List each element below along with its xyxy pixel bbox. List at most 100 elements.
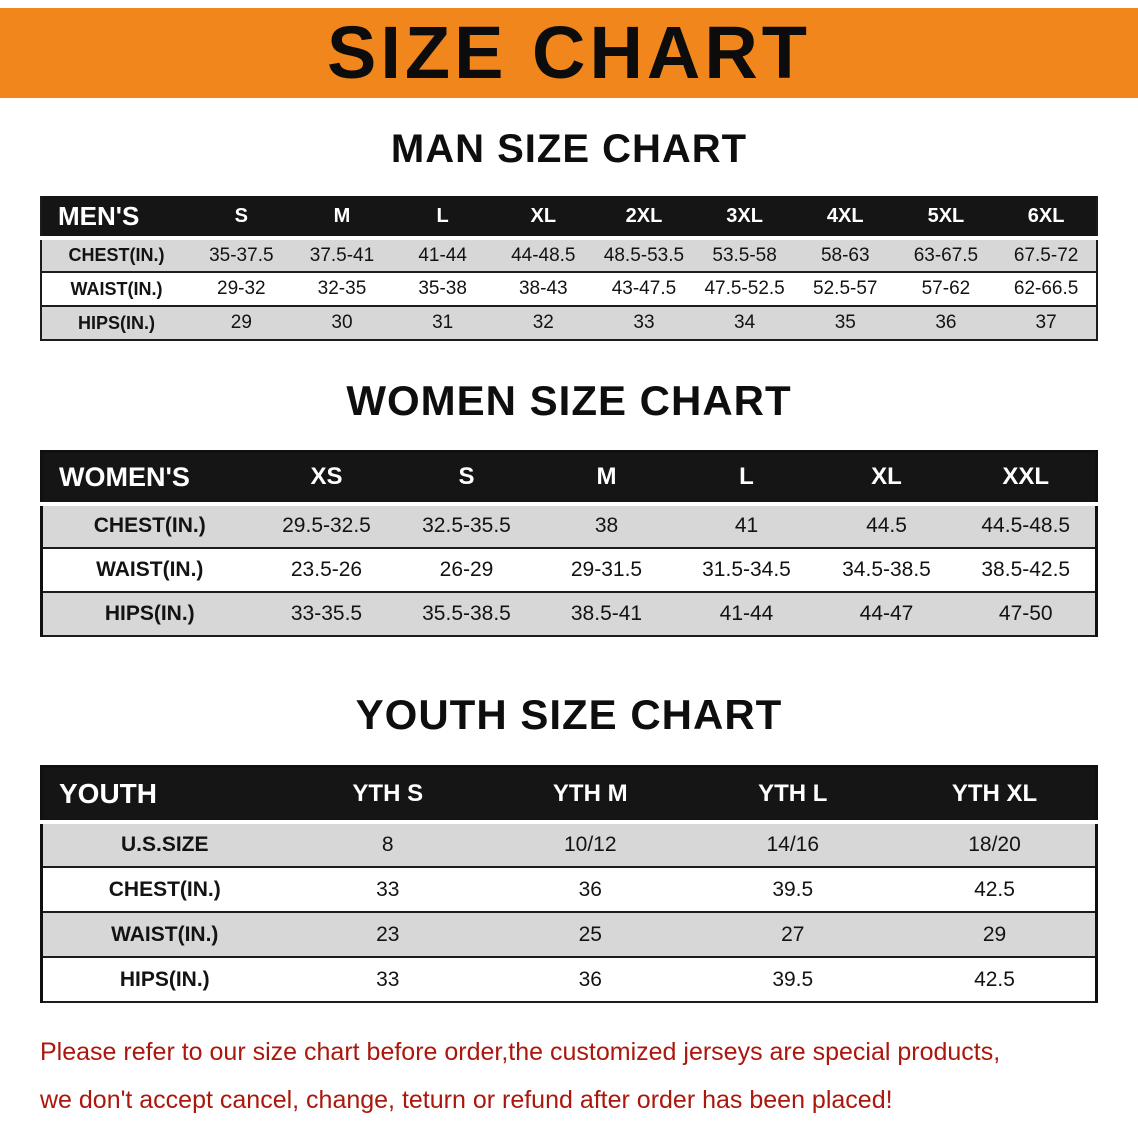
size-value-cell: 23 (286, 911, 489, 957)
size-value-cell: 8 (286, 821, 489, 867)
measurement-row: CHEST(IN.) 33 36 39.5 42.5 (41, 866, 1097, 912)
table-group-label: MEN'S (41, 196, 191, 240)
size-value-cell: 33 (593, 305, 695, 340)
measurement-row: CHEST(IN.) 35-37.5 37.5-41 41-44 44-48.5 48.5… (41, 237, 1097, 272)
size-value-cell: 35 (794, 305, 896, 340)
youth-section: YOUTH SIZE CHART YOUTH YTH S YTH M YTH L YTH… (0, 690, 1138, 1003)
measurement-row: CHEST(IN.) 29.5-32.5 32.5-35.5 38 41 44.5 44.5… (41, 502, 1097, 548)
size-value-cell: 33 (286, 956, 489, 1002)
row-label: HIPS(IN.) (41, 956, 287, 1002)
size-value-cell: 29.5-32.5 (256, 502, 397, 548)
row-label: HIPS(IN.) (41, 590, 257, 636)
row-label: U.S.SIZE (41, 821, 287, 867)
size-value-cell: 38-43 (492, 271, 594, 306)
size-column-header: S (396, 451, 537, 506)
measurement-row: WAIST(IN.) 23 25 27 29 (41, 911, 1097, 957)
size-value-cell: 25 (489, 911, 692, 957)
measurement-row: U.S.SIZE 8 10/12 14/16 18/20 (41, 821, 1097, 867)
size-column-header: 6XL (996, 196, 1097, 240)
size-value-cell: 44-47 (816, 590, 957, 636)
measurement-row: WAIST(IN.) 29-32 32-35 35-38 38-43 43-47.5 47.… (41, 271, 1097, 306)
row-label: CHEST(IN.) (41, 502, 257, 548)
table-group-label: WOMEN'S (41, 451, 257, 506)
size-chart-page: SIZE CHART MAN SIZE CHART MEN'S S M L XL 2XL 3… (0, 8, 1138, 1124)
size-column-header: YTH M (489, 766, 692, 824)
size-value-cell: 47-50 (956, 590, 1097, 636)
row-label: WAIST(IN.) (41, 546, 257, 592)
size-value-cell: 10/12 (489, 821, 692, 867)
women-size-table: WOMEN'S XS S M L XL XXL CHEST(IN.) 29.5-32.5 32.5… (40, 450, 1098, 637)
men-section: MAN SIZE CHART MEN'S S M L XL 2XL 3XL 4XL 5XL 6XL… (0, 127, 1138, 341)
size-value-cell: 48.5-53.5 (593, 237, 695, 272)
size-value-cell: 35-38 (392, 271, 493, 306)
size-value-cell: 26-29 (396, 546, 537, 592)
size-column-header: YTH S (286, 766, 489, 824)
size-value-cell: 36 (895, 305, 997, 340)
size-value-cell: 63-67.5 (895, 237, 997, 272)
size-value-cell: 67.5-72 (996, 237, 1097, 272)
size-value-cell: 29-31.5 (536, 546, 677, 592)
size-value-cell: 23.5-26 (256, 546, 397, 592)
size-value-cell: 37.5-41 (291, 237, 393, 272)
size-value-cell: 39.5 (691, 956, 894, 1002)
size-column-header: XL (492, 196, 594, 240)
size-column-header: XXL (956, 451, 1097, 506)
size-column-header: L (676, 451, 817, 506)
size-value-cell: 41-44 (392, 237, 493, 272)
measurement-row: HIPS(IN.) 29 30 31 32 33 34 35 36 37 (41, 305, 1097, 340)
size-value-cell: 57-62 (895, 271, 997, 306)
size-value-cell: 52.5-57 (794, 271, 896, 306)
size-value-cell: 14/16 (691, 821, 894, 867)
row-label: HIPS(IN.) (41, 305, 191, 340)
size-value-cell: 38 (536, 502, 677, 548)
size-value-cell: 34.5-38.5 (816, 546, 957, 592)
men-size-table: MEN'S S M L XL 2XL 3XL 4XL 5XL 6XL CHEST(IN.) 35-37… (40, 196, 1098, 341)
youth-section-heading: YOUTH SIZE CHART (355, 690, 783, 738)
size-value-cell: 44.5-48.5 (956, 502, 1097, 548)
size-value-cell: 30 (291, 305, 393, 340)
table-group-label: YOUTH (41, 766, 287, 824)
size-column-header: XS (256, 451, 397, 506)
size-value-cell: 27 (691, 911, 894, 957)
size-column-header: M (291, 196, 393, 240)
size-value-cell: 58-63 (794, 237, 896, 272)
size-value-cell: 29 (191, 305, 292, 340)
size-column-header: 5XL (895, 196, 997, 240)
header-row: MEN'S S M L XL 2XL 3XL 4XL 5XL 6XL (41, 196, 1097, 240)
youth-size-table: YOUTH YTH S YTH M YTH L YTH XL U.S.SIZE 8 10/12… (40, 764, 1098, 1003)
men-section-heading: MAN SIZE CHART (390, 127, 748, 171)
row-label: WAIST(IN.) (41, 911, 287, 957)
measurement-row: WAIST(IN.) 23.5-26 26-29 29-31.5 31.5-34.5 34… (41, 546, 1097, 592)
size-value-cell: 37 (996, 305, 1097, 340)
size-column-header: S (191, 196, 292, 240)
title-banner: SIZE CHART (0, 8, 1138, 98)
size-value-cell: 42.5 (894, 956, 1097, 1002)
size-value-cell: 34 (694, 305, 795, 340)
size-value-cell: 44.5 (816, 502, 957, 548)
row-label: CHEST(IN.) (41, 237, 191, 272)
order-notice: Please refer to our size chart before or… (40, 1028, 1098, 1124)
measurement-row: HIPS(IN.) 33 36 39.5 42.5 (41, 956, 1097, 1002)
size-column-header: 4XL (794, 196, 896, 240)
size-value-cell: 33-35.5 (256, 590, 397, 636)
size-column-header: 2XL (593, 196, 695, 240)
size-value-cell: 32-35 (291, 271, 393, 306)
measurement-row: HIPS(IN.) 33-35.5 35.5-38.5 38.5-41 41-44 44-… (41, 590, 1097, 636)
size-value-cell: 42.5 (894, 866, 1097, 912)
size-value-cell: 44-48.5 (492, 237, 594, 272)
header-row: WOMEN'S XS S M L XL XXL (41, 451, 1097, 506)
size-column-header: L (392, 196, 493, 240)
size-value-cell: 35.5-38.5 (396, 590, 537, 636)
women-section: WOMEN SIZE CHART WOMEN'S XS S M L XL XXL CHEST(… (0, 377, 1138, 637)
row-label: CHEST(IN.) (41, 866, 287, 912)
size-value-cell: 32.5-35.5 (396, 502, 537, 548)
notice-line-2: we don't accept cancel, change, teturn o… (40, 1086, 893, 1114)
size-column-header: XL (816, 451, 957, 506)
size-value-cell: 18/20 (894, 821, 1097, 867)
size-value-cell: 36 (489, 866, 692, 912)
size-column-header: 3XL (694, 196, 795, 240)
size-value-cell: 41 (676, 502, 817, 548)
size-value-cell: 47.5-52.5 (694, 271, 795, 306)
notice-line-1: Please refer to our size chart before or… (40, 1038, 1001, 1066)
size-column-header: M (536, 451, 677, 506)
